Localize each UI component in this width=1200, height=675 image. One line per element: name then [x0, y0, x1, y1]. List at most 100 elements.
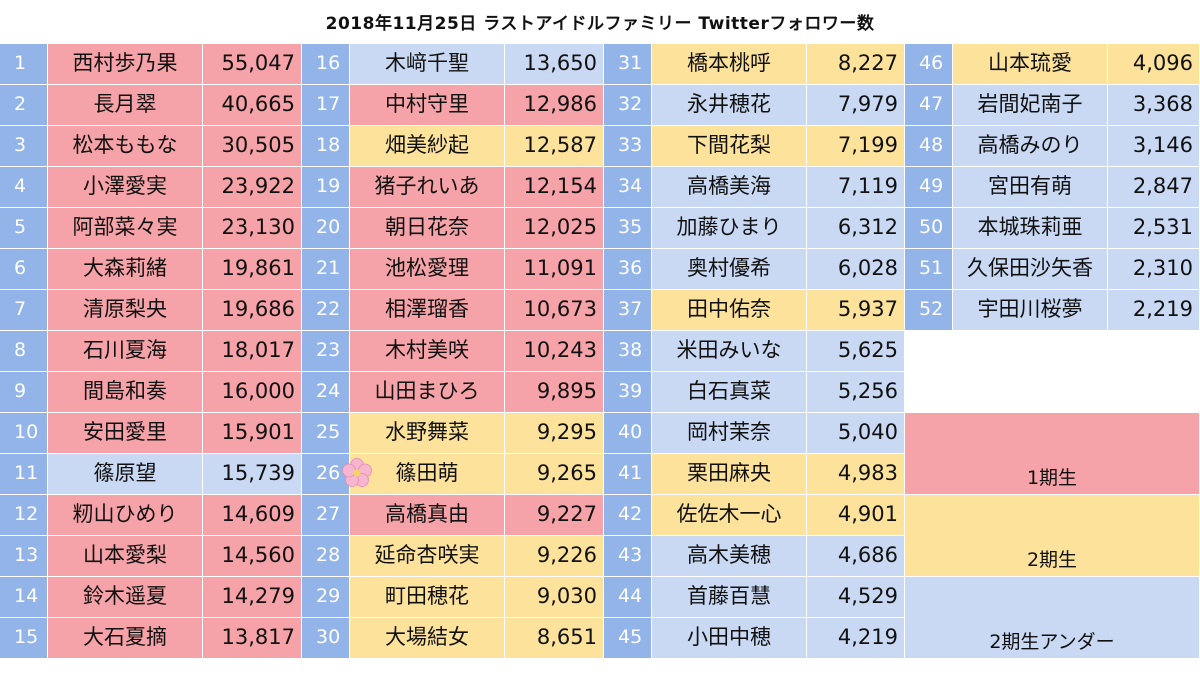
rank-cell: 33: [604, 126, 652, 167]
member-name: 西村歩乃果: [48, 44, 203, 85]
legend-gen1: 1期生: [905, 413, 1200, 495]
follower-count: 12,986: [505, 85, 604, 126]
follower-count: 10,673: [505, 290, 604, 331]
member-name: 宇田川桜夢: [953, 290, 1108, 331]
rank-cell: 20: [302, 208, 350, 249]
member-name: 高橋真由: [350, 495, 505, 536]
rank-cell: 43: [604, 536, 652, 577]
rank-cell: 39: [604, 372, 652, 413]
member-name: 高橋美海: [652, 167, 807, 208]
rank-cell: 6: [0, 249, 48, 290]
follower-count: 15,901: [203, 413, 302, 454]
rank-cell: 2: [0, 85, 48, 126]
member-name: 木﨑千聖: [350, 44, 505, 85]
rank-cell: 11: [0, 454, 48, 495]
rank-cell: 41: [604, 454, 652, 495]
legend-gen2-under: 2期生アンダー: [905, 577, 1200, 659]
member-name: 大石夏摘: [48, 618, 203, 659]
member-name: 佐佐木一心: [652, 495, 807, 536]
follower-count: 19,861: [203, 249, 302, 290]
follower-count: 9,227: [505, 495, 604, 536]
follower-count: 12,154: [505, 167, 604, 208]
member-name: 山田まひろ: [350, 372, 505, 413]
rank-cell: 35: [604, 208, 652, 249]
follower-count: 5,256: [807, 372, 905, 413]
rank-cell: 8: [0, 331, 48, 372]
rank-cell: 49: [905, 167, 953, 208]
legend-gen2: 2期生: [905, 495, 1200, 577]
rank-cell: 7: [0, 290, 48, 331]
member-name: 久保田沙矢香: [953, 249, 1108, 290]
rank-cell: 4: [0, 167, 48, 208]
follower-count: 2,310: [1108, 249, 1200, 290]
member-name: 橋本桃呼: [652, 44, 807, 85]
member-name: 鈴木遥夏: [48, 577, 203, 618]
rank-cell: 12: [0, 495, 48, 536]
member-name: 本城珠莉亜: [953, 208, 1108, 249]
follower-count: 4,983: [807, 454, 905, 495]
follower-count: 2,219: [1108, 290, 1200, 331]
member-name: 白石真菜: [652, 372, 807, 413]
member-name: 米田みいな: [652, 331, 807, 372]
member-name: 下間花梨: [652, 126, 807, 167]
legend-blank: [905, 331, 1200, 413]
member-name: 大場結女: [350, 618, 505, 659]
follower-count: 4,901: [807, 495, 905, 536]
follower-count: 18,017: [203, 331, 302, 372]
rank-cell: 42: [604, 495, 652, 536]
follower-count: 7,199: [807, 126, 905, 167]
rank-cell: 22: [302, 290, 350, 331]
member-name: 大森莉緒: [48, 249, 203, 290]
follower-count: 5,040: [807, 413, 905, 454]
rank-cell: 27: [302, 495, 350, 536]
rank-cell: 32: [604, 85, 652, 126]
follower-count: 55,047: [203, 44, 302, 85]
follower-count: 3,146: [1108, 126, 1200, 167]
rank-cell: 23: [302, 331, 350, 372]
member-name: 篠原望: [48, 454, 203, 495]
follower-count: 4,686: [807, 536, 905, 577]
member-name: 栗田麻央: [652, 454, 807, 495]
member-name: 田中佑奈: [652, 290, 807, 331]
follower-count: 14,609: [203, 495, 302, 536]
member-name: 永井穂花: [652, 85, 807, 126]
follower-count: 23,130: [203, 208, 302, 249]
member-name: 清原梨央: [48, 290, 203, 331]
rank-cell: 28: [302, 536, 350, 577]
rank-cell: 3: [0, 126, 48, 167]
member-name: 籾山ひめり: [48, 495, 203, 536]
follower-count: 16,000: [203, 372, 302, 413]
rank-cell: 26: [302, 454, 350, 495]
follower-count: 5,937: [807, 290, 905, 331]
member-name: 中村守里: [350, 85, 505, 126]
member-name: 奥村優希: [652, 249, 807, 290]
follower-table: 1 西村歩乃果 55,047 2 長月翠 40,665 3 松本ももな 30,505 4 小澤愛実 2…: [0, 44, 1200, 659]
follower-count: 8,227: [807, 44, 905, 85]
follower-count: 9,265: [505, 454, 604, 495]
follower-count: 14,279: [203, 577, 302, 618]
rank-cell: 40: [604, 413, 652, 454]
member-name: 山本愛梨: [48, 536, 203, 577]
follower-count: 11,091: [505, 249, 604, 290]
follower-count: 13,650: [505, 44, 604, 85]
follower-count: 9,895: [505, 372, 604, 413]
follower-count: 7,979: [807, 85, 905, 126]
follower-count: 2,531: [1108, 208, 1200, 249]
rank-cell: 21: [302, 249, 350, 290]
member-name: 高木美穂: [652, 536, 807, 577]
rank-cell: 24: [302, 372, 350, 413]
member-name: 岡村茉奈: [652, 413, 807, 454]
follower-count: 12,025: [505, 208, 604, 249]
follower-count: 8,651: [505, 618, 604, 659]
rank-cell: 44: [604, 577, 652, 618]
rank-cell: 9: [0, 372, 48, 413]
member-name: 池松愛理: [350, 249, 505, 290]
follower-count: 10,243: [505, 331, 604, 372]
rank-cell: 47: [905, 85, 953, 126]
rank-cell: 29: [302, 577, 350, 618]
follower-count: 4,096: [1108, 44, 1200, 85]
follower-count: 15,739: [203, 454, 302, 495]
rank-cell: 50: [905, 208, 953, 249]
rank-cell: 1: [0, 44, 48, 85]
member-name: 畑美紗起: [350, 126, 505, 167]
